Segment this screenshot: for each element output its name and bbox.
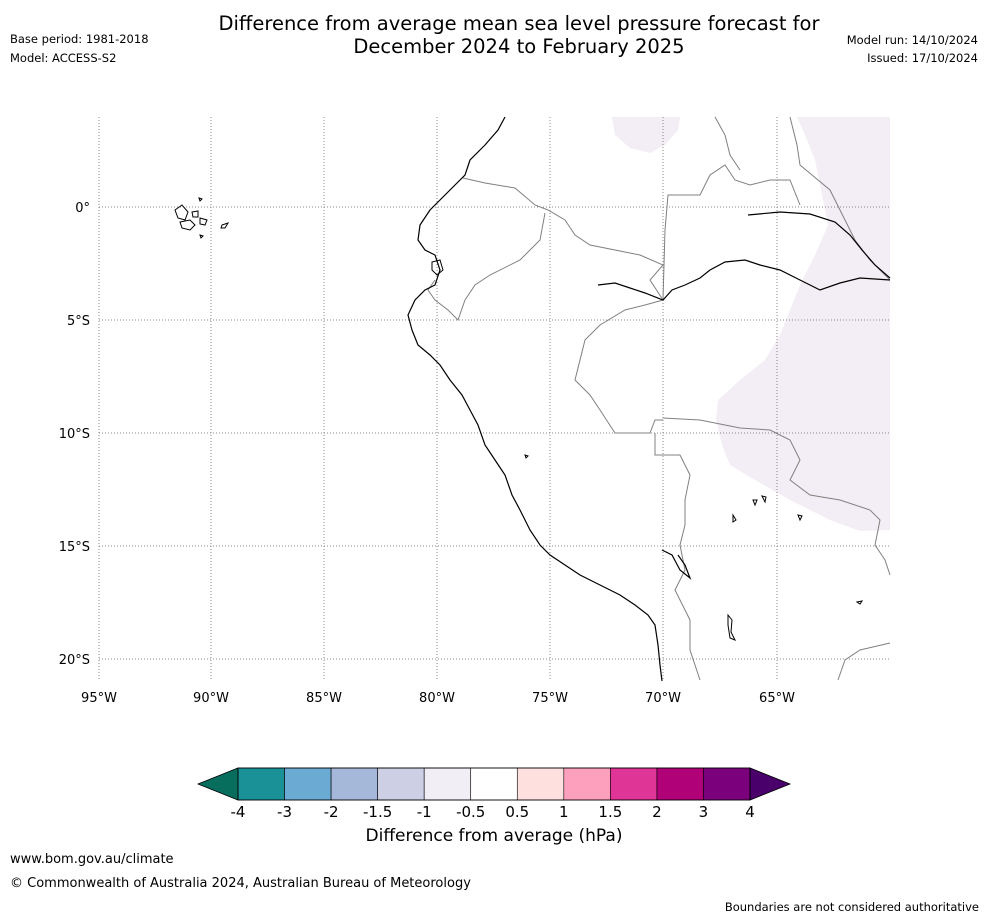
lon-label-90w: 90°W bbox=[193, 691, 229, 706]
colorbar-tick-label: -0.5 bbox=[456, 803, 485, 821]
colorbar-cell bbox=[703, 767, 751, 801]
coastlines bbox=[407, 116, 891, 682]
lakes bbox=[431, 259, 864, 641]
colorbar-label: Difference from average (hPa) bbox=[365, 826, 623, 846]
title-line-2: December 2024 to February 2025 bbox=[353, 35, 685, 58]
country-borders bbox=[427, 116, 891, 681]
title-line-1: Difference from average mean sea level p… bbox=[218, 12, 820, 35]
colorbar-cell bbox=[656, 767, 704, 801]
latitude-labels: 0° 5°S 10°S 15°S 20°S bbox=[59, 201, 90, 668]
colorbar-cells bbox=[237, 767, 751, 801]
lon-label-85w: 85°W bbox=[306, 691, 342, 706]
colorbar-cell bbox=[284, 767, 332, 801]
colorbar-tick-label: -1.5 bbox=[363, 803, 392, 821]
lat-label-10s: 10°S bbox=[59, 427, 90, 442]
copyright-text: © Commonwealth of Australia 2024, Austra… bbox=[10, 876, 471, 891]
model-text: Model: ACCESS-S2 bbox=[10, 51, 117, 65]
colorbar: -4 -3 -2 -1.5 -1 -0.5 0.5 1 1.5 2 3 4 bbox=[196, 767, 792, 821]
lat-label-5s: 5°S bbox=[67, 314, 90, 329]
map-title: Difference from average mean sea level p… bbox=[150, 12, 888, 58]
colorbar-tick-labels: -4 -3 -2 -1.5 -1 -0.5 0.5 1 1.5 2 3 4 bbox=[231, 803, 755, 821]
longitude-labels: 95°W 90°W 85°W 80°W 75°W 70°W 65°W bbox=[81, 691, 795, 706]
colorbar-tick-label: -3 bbox=[277, 803, 292, 821]
shaded-anomaly-region bbox=[612, 117, 890, 531]
base-period-text: Base period: 1981-2018 bbox=[10, 32, 149, 46]
lon-label-70w: 70°W bbox=[645, 691, 681, 706]
lon-label-80w: 80°W bbox=[419, 691, 455, 706]
lat-label-0: 0° bbox=[75, 201, 90, 216]
colorbar-cell bbox=[330, 767, 378, 801]
colorbar-low-extension bbox=[196, 767, 239, 801]
colorbar-cell bbox=[423, 767, 472, 801]
lon-label-65w: 65°W bbox=[759, 691, 795, 706]
colorbar-tick-label: 1 bbox=[559, 803, 569, 821]
lon-label-95w: 95°W bbox=[81, 691, 117, 706]
colorbar-cell bbox=[516, 767, 565, 801]
colorbar-cell bbox=[470, 767, 518, 801]
lat-label-20s: 20°S bbox=[59, 653, 90, 668]
colorbar-cell bbox=[377, 767, 425, 801]
issued-text: Issued: 17/10/2024 bbox=[867, 51, 978, 65]
lon-label-75w: 75°W bbox=[532, 691, 568, 706]
colorbar-tick-label: -2 bbox=[324, 803, 339, 821]
website-text: www.bom.gov.au/climate bbox=[10, 852, 174, 867]
colorbar-high-extension bbox=[749, 767, 792, 801]
galapagos-islands bbox=[174, 197, 230, 239]
colorbar-tick-label: -1 bbox=[417, 803, 432, 821]
colorbar-tick-label: -4 bbox=[231, 803, 246, 821]
model-run-text: Model run: 14/10/2024 bbox=[846, 33, 978, 47]
colorbar-tick-label: 4 bbox=[745, 803, 755, 821]
colorbar-tick-label: 2 bbox=[652, 803, 662, 821]
colorbar-tick-label: 3 bbox=[699, 803, 709, 821]
lat-label-15s: 15°S bbox=[59, 540, 90, 555]
colorbar-tick-label: 1.5 bbox=[598, 803, 622, 821]
colorbar-cell bbox=[563, 767, 611, 801]
colorbar-cell bbox=[237, 767, 285, 801]
colorbar-cell bbox=[610, 767, 658, 801]
colorbar-tick-label: 0.5 bbox=[505, 803, 529, 821]
disclaimer-text: Boundaries are not considered authoritat… bbox=[724, 900, 979, 914]
